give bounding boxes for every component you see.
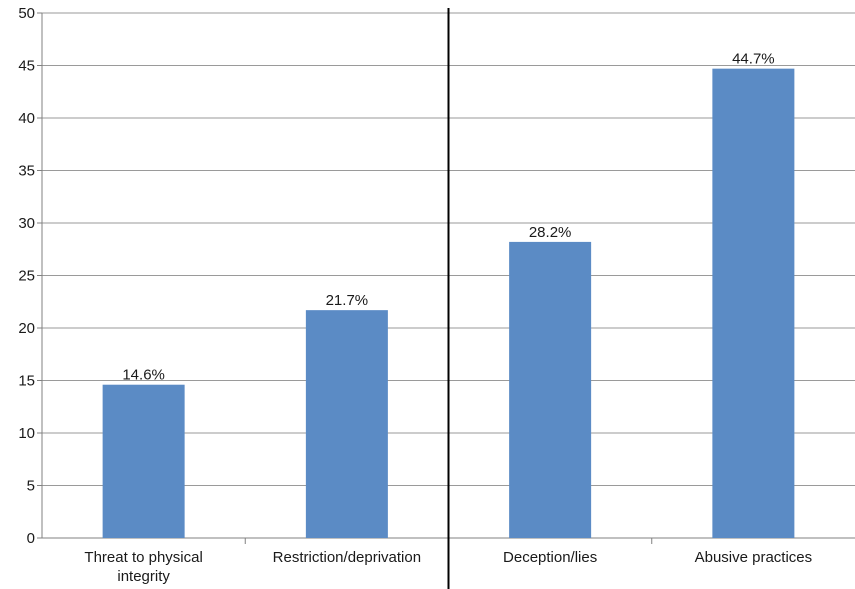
- data-label: 14.6%: [122, 367, 165, 384]
- y-tick-label: 20: [18, 320, 35, 337]
- bar: [102, 384, 185, 538]
- y-tick-label: 25: [18, 268, 35, 285]
- bar: [509, 241, 592, 538]
- data-label: 21.7%: [326, 292, 369, 309]
- bar: [712, 68, 795, 539]
- category-label: Restriction/deprivation: [273, 549, 421, 566]
- bars: [102, 68, 795, 539]
- category-label: integrity: [117, 568, 170, 585]
- y-tick-label: 45: [18, 58, 35, 75]
- y-tick-label: 40: [18, 110, 35, 127]
- y-tick-label: 30: [18, 215, 35, 232]
- category-label: Threat to physical: [84, 549, 202, 566]
- data-label: 44.7%: [732, 51, 775, 68]
- y-tick-label: 15: [18, 373, 35, 390]
- category-label: Deception/lies: [503, 549, 597, 566]
- y-tick-label: 10: [18, 425, 35, 442]
- y-tick-label: 50: [18, 5, 35, 22]
- y-tick-label: 0: [27, 530, 35, 547]
- labels: 0 5 10 15 20 25 30 35 40 45 50 14.6% Threat to physi…: [18, 5, 812, 585]
- data-label: 28.2%: [529, 224, 572, 241]
- bar: [305, 310, 388, 538]
- category-label: Abusive practices: [695, 549, 813, 566]
- y-tick-label: 35: [18, 163, 35, 180]
- y-tick-label: 5: [27, 478, 35, 495]
